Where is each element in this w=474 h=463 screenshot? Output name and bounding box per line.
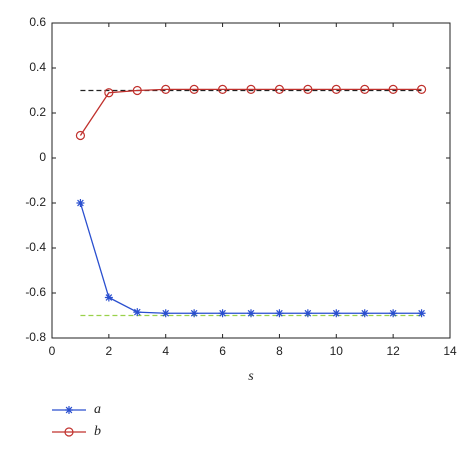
- y-tick-label: 0.2: [29, 105, 46, 119]
- marker: [218, 309, 227, 318]
- marker: [246, 84, 256, 94]
- marker: [104, 293, 113, 302]
- marker: [416, 84, 427, 94]
- plot-frame: [51, 22, 451, 339]
- marker: [303, 309, 312, 318]
- x-tick-label: 8: [276, 344, 283, 358]
- marker: [75, 130, 86, 141]
- marker: [360, 309, 369, 318]
- legend-label: a: [94, 402, 101, 417]
- marker: [303, 84, 313, 94]
- x-tick-label: 4: [162, 344, 169, 358]
- marker: [104, 88, 114, 98]
- y-tick-label: 0: [39, 150, 46, 164]
- y-tick-label: -0.4: [25, 240, 46, 254]
- x-tick-label: 12: [386, 344, 400, 358]
- marker: [247, 309, 255, 318]
- x-axis-label: s: [248, 369, 254, 384]
- x-tick-label: 6: [219, 344, 226, 358]
- marker: [217, 84, 228, 94]
- y-tick-label: -0.6: [25, 285, 46, 299]
- x-tick-label: 2: [106, 344, 113, 358]
- marker: [189, 84, 199, 94]
- marker: [389, 309, 398, 318]
- legend-marker: [64, 427, 74, 437]
- marker: [360, 84, 370, 94]
- marker: [161, 84, 171, 94]
- x-tick-label: 0: [49, 344, 56, 358]
- marker: [161, 309, 170, 318]
- marker: [275, 309, 284, 318]
- marker: [133, 308, 142, 317]
- y-tick-label: -0.2: [25, 195, 46, 209]
- legend-label: b: [94, 424, 101, 439]
- y-tick-label: -0.8: [25, 330, 46, 344]
- marker: [190, 309, 199, 318]
- marker: [76, 199, 85, 207]
- marker: [274, 84, 285, 94]
- legend-marker: [65, 406, 73, 414]
- marker: [331, 84, 341, 94]
- x-tick-label: 14: [443, 344, 457, 358]
- marker: [332, 309, 341, 318]
- y-tick-label: 0.6: [29, 15, 46, 29]
- marker: [132, 85, 142, 96]
- series-line: [79, 202, 422, 314]
- marker: [388, 84, 398, 94]
- marker: [417, 309, 426, 318]
- series-line: [79, 88, 422, 136]
- x-tick-label: 10: [330, 344, 344, 358]
- y-tick-label: 0.4: [29, 60, 46, 74]
